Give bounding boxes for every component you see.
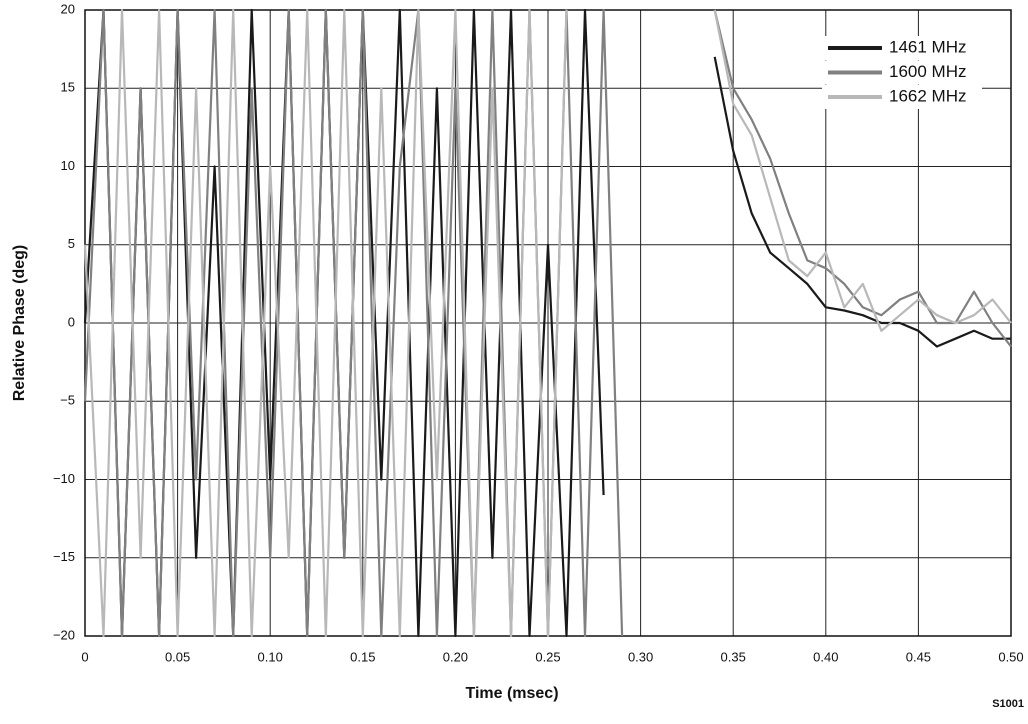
x-tick-label: 0.40 [813, 649, 838, 664]
x-tick-label: 0.45 [906, 649, 931, 664]
x-tick-label: 0.20 [443, 649, 468, 664]
y-tick-label: −15 [53, 549, 75, 564]
legend-label: 1600 MHz [889, 62, 966, 81]
x-tick-label: 0.15 [350, 649, 375, 664]
y-tick-label: −20 [53, 627, 75, 642]
x-tick-label: 0.10 [258, 649, 283, 664]
figure-note: S1001 [992, 698, 1024, 710]
y-tick-label: 10 [61, 158, 75, 173]
legend-label: 1662 MHz [889, 86, 966, 105]
y-tick-label: 0 [68, 314, 75, 329]
legend-label: 1461 MHz [889, 37, 966, 56]
x-tick-label: 0.25 [535, 649, 560, 664]
data-line [83, 8, 1012, 638]
x-axis-label: Time (msec) [465, 685, 558, 702]
x-tick-label: 0.05 [165, 649, 190, 664]
x-tick-label: 0 [81, 649, 88, 664]
x-tick-label: 0.30 [628, 649, 653, 664]
y-tick-label: 15 [61, 80, 75, 95]
y-tick-label: −5 [60, 393, 75, 408]
y-tick-label: −10 [53, 471, 75, 486]
x-tick-label: 0.35 [721, 649, 746, 664]
y-tick-label: 20 [61, 1, 75, 16]
y-axis-label: Relative Phase (deg) [11, 245, 28, 402]
x-tick-label: 0.50 [998, 649, 1023, 664]
y-tick-label: 5 [68, 236, 75, 251]
